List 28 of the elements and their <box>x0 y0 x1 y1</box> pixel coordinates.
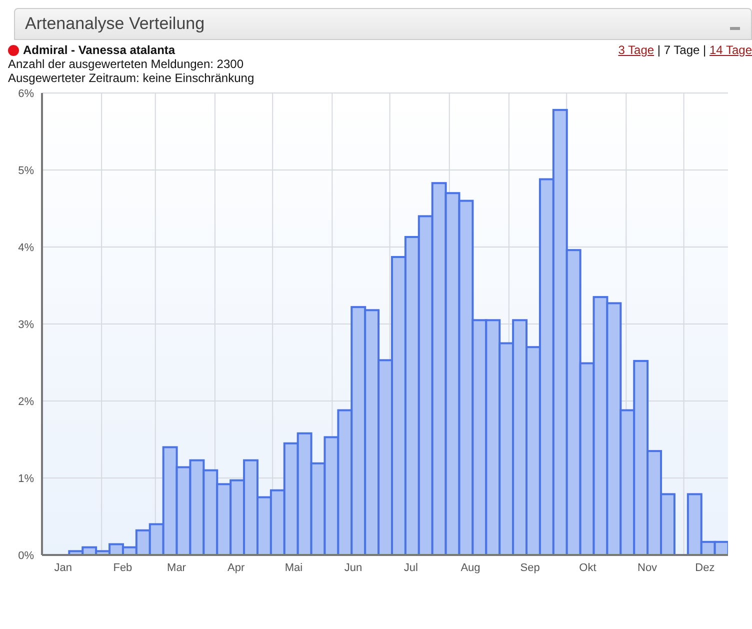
y-tick-label: 1% <box>18 472 34 485</box>
y-tick-label: 0% <box>18 550 34 562</box>
x-tick-label: Dez <box>695 562 715 574</box>
x-tick-label: Nov <box>638 562 658 574</box>
text: Anzahl der ausgewerteten Meldungen: 2300 <box>8 57 244 71</box>
chart-title: Artenanalyse Verteilung <box>25 14 205 34</box>
y-tick-label: 3% <box>18 318 34 331</box>
x-tick-label: Aug <box>460 562 480 574</box>
text: 7 Tage <box>664 43 700 57</box>
text: 14 Tage <box>710 43 752 57</box>
y-tick-label: 2% <box>18 396 34 408</box>
x-tick-label: Apr <box>228 562 245 574</box>
chart-subtitle: Admiral - Vanessa atalanta <box>23 43 176 57</box>
x-tick-label: Jun <box>344 562 362 574</box>
x-tick-label: Feb <box>113 562 132 574</box>
text: | <box>703 43 706 57</box>
text: 3 Tage <box>618 43 654 57</box>
x-tick-label: Okt <box>579 562 596 574</box>
y-tick-label: 5% <box>18 164 34 177</box>
x-tick-label: Mai <box>284 562 303 574</box>
x-tick-label: Jan <box>54 562 72 574</box>
y-tick-label: 4% <box>18 242 34 254</box>
y-tick-label: 6% <box>18 88 34 100</box>
text: Ausgewerteter Zeitraum: keine Einschränkung <box>8 71 256 85</box>
x-tick-label: Sep <box>520 562 540 574</box>
x-tick-label: Mar <box>167 562 186 574</box>
text: | <box>657 43 661 57</box>
x-tick-label: Jul <box>404 562 418 574</box>
